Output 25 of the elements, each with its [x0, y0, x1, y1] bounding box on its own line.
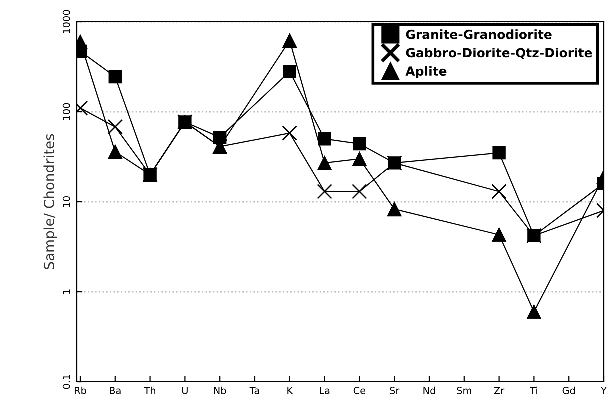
x-tick-label: Nd	[424, 386, 436, 394]
legend-label: Granite-Granodiorite	[406, 30, 552, 40]
x-tick-label: K	[288, 387, 294, 394]
y-tick-label: 1000	[62, 10, 70, 34]
y-tick-label: 0.1	[62, 375, 70, 390]
x-tick-label: Gd	[562, 386, 576, 394]
y-tick-label: 10	[62, 196, 70, 208]
x-tick-label: Ti	[530, 386, 538, 394]
legend-label: Gabbro-Diorite-Qtz-Diorite	[406, 48, 592, 60]
x-tick-label: Ta	[250, 387, 260, 394]
x-tick-label: Zr	[494, 387, 505, 394]
y-tick-label: 1	[63, 290, 70, 294]
x-tick-label: Th	[144, 386, 156, 394]
legend-label: Aplite	[406, 66, 447, 78]
x-tick-label: U	[182, 387, 188, 394]
y-axis-title: Sample/ Chondrites	[44, 134, 58, 270]
x-tick-label: La	[320, 387, 330, 394]
x-tick-label: Sr	[390, 387, 400, 394]
x-tick-label: Nb	[214, 386, 226, 394]
x-tick-label: Rb	[74, 386, 86, 394]
x-tick-label: Ba	[110, 387, 121, 394]
x-tick-label: Ce	[354, 387, 366, 394]
x-tick-label: Sm	[457, 387, 472, 394]
y-tick-label: 100	[62, 103, 70, 120]
x-tick-label: Y	[601, 387, 607, 394]
